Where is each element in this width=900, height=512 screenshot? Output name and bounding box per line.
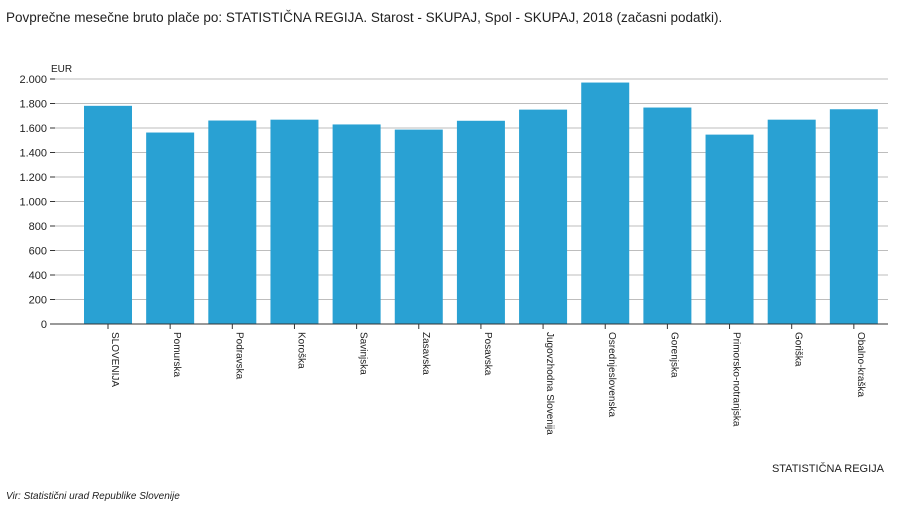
x-tick-label: Obalno-kraška	[855, 332, 866, 397]
x-tick-label: Pomurska	[171, 332, 182, 377]
bars	[84, 82, 878, 325]
y-tick-label: 0	[41, 319, 47, 331]
y-tick-label: 1.800	[19, 99, 47, 111]
y-tick-label: 200	[29, 295, 47, 307]
bar	[146, 132, 195, 324]
bar	[829, 109, 878, 324]
bar	[270, 119, 319, 324]
x-tick-label: Goriška	[793, 332, 804, 367]
chart-title: Povprečne mesečne bruto plače po: STATIS…	[6, 10, 723, 25]
x-tick-label: Koroška	[295, 332, 306, 369]
x-tick-label: Savinjska	[358, 332, 369, 375]
source-note: Vir: Statistični urad Republike Slovenij…	[6, 491, 180, 502]
y-tick-label: 1.400	[19, 148, 47, 160]
y-tick-label: 600	[29, 246, 47, 258]
y-tick-label: 1.600	[19, 123, 47, 135]
bar	[208, 120, 257, 324]
y-axis-ticks: 0 200 400 600 800 1.000 1.200 1.400 1.600 1.800 2.…	[19, 74, 55, 331]
x-tick-label: Gorenjska	[668, 332, 679, 378]
bar	[519, 109, 568, 324]
x-tick-label: Primorsko-notranjska	[731, 332, 742, 427]
x-tick-label: SLOVENIJA	[109, 332, 120, 387]
x-tick-label: Podravska	[233, 332, 244, 380]
bar	[394, 129, 443, 324]
bar	[84, 105, 132, 324]
x-tick-label: Jugovzhodna Slovenija	[544, 332, 555, 435]
x-tick-label: Zasavska	[420, 332, 431, 375]
y-tick-label: 1.000	[19, 197, 47, 209]
bar	[581, 82, 630, 325]
bar	[767, 119, 816, 324]
x-tick-label: Osrednjeslovenska	[606, 332, 617, 417]
y-axis-title: EUR	[51, 64, 72, 75]
bar	[456, 120, 505, 325]
x-axis-title: STATISTIČNA REGIJA	[771, 463, 884, 475]
y-tick-label: 400	[29, 270, 47, 282]
y-tick-label: 1.200	[19, 172, 47, 184]
x-axis-ticks: SLOVENIJA Pomurska Podravska Koroška Savinjs…	[107, 324, 866, 435]
y-tick-label: 2.000	[19, 74, 47, 86]
x-tick-label: Posavska	[482, 332, 493, 376]
bar	[332, 124, 381, 324]
y-tick-label: 800	[29, 221, 47, 233]
bar	[643, 107, 692, 324]
bar	[705, 134, 754, 324]
